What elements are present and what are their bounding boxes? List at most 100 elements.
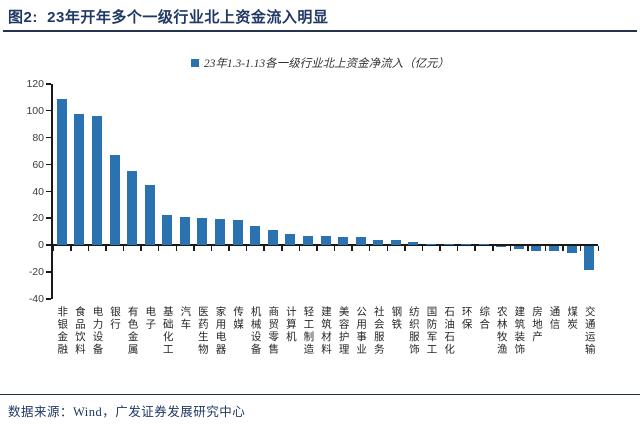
y-tick-label: 80 [32, 131, 44, 144]
x-tick-label: 环保 [460, 306, 472, 331]
y-tick-label: -40 [28, 293, 44, 305]
x-axis-tick [386, 246, 389, 252]
x-axis-tick [105, 246, 107, 252]
chart-legend: 23年1.3-1.13各一级行业北上资金净流入（亿元） [0, 55, 640, 71]
y-axis-tick [46, 83, 51, 85]
x-axis-tick [562, 246, 564, 252]
x-axis-tick [263, 246, 265, 252]
y-axis-tick [46, 109, 51, 112]
y-tick-label: 60 [32, 158, 44, 171]
y-tick-label: -20 [28, 266, 44, 279]
bar [127, 171, 138, 246]
x-axis-tick [122, 246, 125, 252]
title-divider [3, 30, 637, 32]
x-axis-tick [579, 246, 582, 252]
x-tick-label: 建筑装饰 [513, 306, 525, 356]
bar [496, 246, 507, 248]
x-tick-label: 建筑材料 [320, 306, 331, 356]
bar [478, 244, 489, 246]
x-axis-tick [421, 246, 424, 252]
x-tick-label: 公用事业 [355, 306, 367, 356]
x-tick-label: 交通运输 [583, 306, 595, 356]
y-axis-tick [46, 190, 51, 192]
bar [197, 217, 208, 246]
bar [443, 244, 454, 246]
x-axis-tick [404, 246, 406, 252]
x-axis-tick [228, 246, 230, 252]
bar [584, 246, 595, 271]
bar [513, 246, 524, 250]
x-tick-label: 煤炭 [566, 306, 578, 331]
x-tick-label: 基础化工 [161, 306, 173, 356]
x-axis-tick [333, 246, 336, 252]
bar [109, 154, 120, 246]
x-tick-label: 国防军工 [425, 306, 437, 356]
x-tick-label: 汽车 [179, 306, 191, 331]
x-tick-label: 农林牧渔 [495, 306, 507, 356]
data-source: 数据来源：Wind，广发证券发展研究中心 [8, 405, 246, 419]
x-axis-tick [193, 246, 195, 252]
x-tick-label: 有色金属 [126, 306, 138, 356]
x-tick-label: 银行 [109, 306, 121, 331]
y-axis-tick [46, 298, 51, 300]
x-tick-label: 通信 [548, 306, 560, 331]
bar [373, 239, 384, 246]
bar [232, 219, 243, 246]
y-axis-tick [46, 163, 51, 166]
figure-title: 图2: 23年开年多个一级行业北上资金流入明显 [8, 9, 329, 26]
bar [302, 235, 313, 246]
bar [179, 216, 190, 246]
x-tick-label: 美容护理 [337, 306, 349, 356]
x-tick-label: 电力设备 [91, 306, 103, 356]
x-axis-tick [597, 246, 599, 252]
footer-divider [0, 394, 640, 395]
x-axis-tick [527, 246, 529, 252]
x-tick-label: 综合 [478, 306, 490, 331]
bar [215, 219, 226, 246]
x-axis-tick [492, 246, 494, 252]
bar [355, 237, 366, 246]
legend-swatch-icon [190, 59, 199, 67]
bar [549, 246, 560, 252]
x-tick-label: 商贸零售 [267, 306, 279, 356]
x-tick-label: 纺织服饰 [407, 306, 419, 356]
x-axis-tick [140, 246, 142, 252]
bar [408, 241, 419, 246]
x-tick-label: 房地产 [530, 306, 542, 344]
x-axis-tick [298, 246, 301, 252]
x-tick-label: 石油石化 [443, 306, 455, 356]
x-tick-label: 社会服务 [372, 306, 384, 356]
y-tick-label: 120 [26, 78, 44, 90]
x-axis-tick [210, 246, 213, 252]
x-axis-tick [316, 246, 318, 252]
bar [390, 240, 401, 246]
bar [267, 229, 278, 246]
x-axis-tick [456, 246, 459, 252]
x-axis-tick [544, 246, 547, 252]
bar [566, 246, 577, 253]
legend-label: 23年1.3-1.13各一级行业北上资金净流入（亿元） [203, 58, 450, 70]
bar [56, 99, 67, 246]
x-tick-label: 电子 [144, 306, 156, 331]
x-tick-label: 食品饮料 [73, 306, 85, 356]
x-axis-tick [87, 246, 90, 252]
y-axis-tick [46, 244, 51, 246]
x-tick-label: 传媒 [232, 306, 244, 331]
y-tick-label: 20 [32, 212, 44, 225]
bar [461, 244, 472, 246]
bar [285, 233, 296, 246]
x-axis-tick [157, 246, 160, 252]
x-axis-tick [175, 246, 178, 252]
bar [74, 113, 85, 246]
x-tick-label: 非银金融 [56, 306, 68, 356]
x-tick-label: 家用电器 [214, 306, 226, 356]
bar [338, 236, 349, 246]
y-axis-tick [46, 271, 51, 273]
x-axis-tick [439, 246, 441, 252]
x-axis-tick [52, 246, 54, 252]
x-tick-label: 轻工制造 [302, 306, 314, 356]
x-axis-tick [70, 246, 72, 252]
bar [250, 226, 261, 246]
bar [144, 185, 155, 246]
